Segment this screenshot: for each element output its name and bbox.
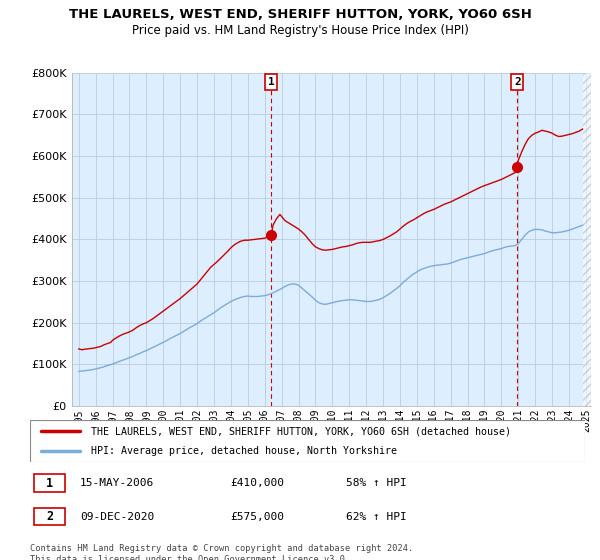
Text: Price paid vs. HM Land Registry's House Price Index (HPI): Price paid vs. HM Land Registry's House … [131,24,469,36]
Text: 2: 2 [514,77,521,87]
Text: Contains HM Land Registry data © Crown copyright and database right 2024.
This d: Contains HM Land Registry data © Crown c… [30,544,413,560]
Text: 1: 1 [46,477,53,489]
Text: 2: 2 [46,510,53,523]
Text: 15-MAY-2006: 15-MAY-2006 [80,478,154,488]
Bar [34,508,65,525]
Text: 1: 1 [268,77,274,87]
Text: 58% ↑ HPI: 58% ↑ HPI [346,478,407,488]
Bar [34,474,65,492]
Text: THE LAURELS, WEST END, SHERIFF HUTTON, YORK, YO60 6SH (detached house): THE LAURELS, WEST END, SHERIFF HUTTON, Y… [91,426,511,436]
Text: 62% ↑ HPI: 62% ↑ HPI [346,512,407,522]
Text: HPI: Average price, detached house, North Yorkshire: HPI: Average price, detached house, Nort… [91,446,397,456]
Text: £575,000: £575,000 [230,512,284,522]
Text: 09-DEC-2020: 09-DEC-2020 [80,512,154,522]
Text: £410,000: £410,000 [230,478,284,488]
Text: THE LAURELS, WEST END, SHERIFF HUTTON, YORK, YO60 6SH: THE LAURELS, WEST END, SHERIFF HUTTON, Y… [68,8,532,21]
